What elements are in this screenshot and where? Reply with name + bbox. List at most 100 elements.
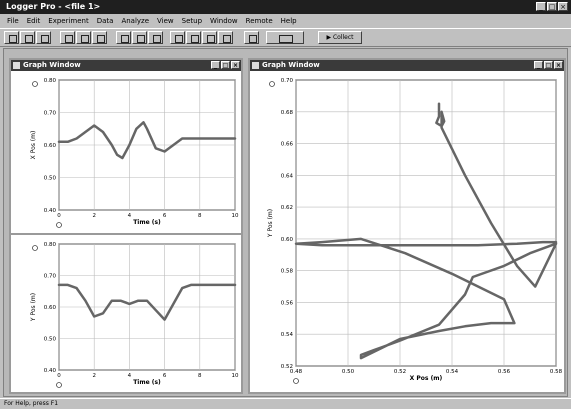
y-axis-label: Y Pos (m) — [267, 209, 274, 238]
x-axis-label: X Pos (m) — [410, 375, 443, 382]
y-position-graph[interactable]: 0 2 4 6 8 10 0.40 0.50 0.60 0.70 0.80 Time (s) Y Pos… — [11, 236, 241, 392]
y-tick-label: 0.70 — [44, 111, 57, 117]
calculator-icon — [223, 35, 231, 43]
status-bar: For Help, press F1 — [0, 398, 571, 408]
x-tick-label: 8 — [198, 373, 202, 379]
save-button[interactable] — [20, 31, 35, 44]
print-icon — [41, 35, 49, 43]
menu-analyze[interactable]: Analyze — [121, 17, 150, 25]
graph-window[interactable]: Graph Window _ □ × 0 2 4 6 8 10 0.40 0.50 0.60 0.… — [9, 58, 243, 394]
x-tick-label: 0.50 — [342, 369, 355, 375]
y-axis-selector-icon — [32, 81, 38, 87]
xy-window-titlebar[interactable]: Graph Window _ □ × — [250, 60, 564, 71]
menu-setup[interactable]: Setup — [181, 17, 203, 25]
y-tick-label: 0.50 — [44, 337, 57, 343]
x-tick-label: 0.56 — [498, 369, 511, 375]
y-tick-label: 0.40 — [44, 368, 57, 374]
y-tick-label: 0.80 — [44, 242, 57, 248]
x-axis-selector-icon — [56, 382, 62, 388]
xy-graph-window[interactable]: Graph Window _ □ × 0.48 0.50 0.52 0.54 0.56 0… — [248, 58, 566, 394]
graph-window-titlebar[interactable]: Graph Window _ □ × — [11, 60, 241, 71]
xy-maximize-button[interactable]: □ — [544, 61, 553, 69]
menu-help[interactable]: Help — [280, 17, 297, 25]
menu-file[interactable]: File — [7, 17, 19, 25]
graph-minimize-button[interactable]: _ — [211, 61, 220, 69]
app-title: Logger Pro - <file 1> — [6, 2, 101, 11]
window-icon — [13, 62, 20, 69]
xy-window-controls: _ □ × — [534, 61, 563, 69]
y-tick-label: 0.70 — [281, 78, 294, 84]
graph-icon — [81, 35, 89, 43]
open-icon — [9, 35, 17, 43]
tangent-button[interactable] — [170, 31, 185, 44]
x-tick-label: 8 — [198, 213, 202, 219]
y-tick-label: 0.56 — [281, 300, 294, 306]
data-table-button[interactable] — [60, 31, 75, 44]
menu-view[interactable]: View — [157, 17, 174, 25]
xy-minimize-button[interactable]: _ — [534, 61, 543, 69]
fit-icon — [191, 35, 199, 43]
fit-button[interactable] — [186, 31, 201, 44]
y-tick-label: 0.60 — [281, 237, 294, 243]
close-button[interactable]: × — [558, 2, 568, 11]
integral-button[interactable] — [202, 31, 217, 44]
y-axis-selector-icon — [32, 245, 38, 251]
maximize-button[interactable]: □ — [547, 2, 557, 11]
examine-button[interactable] — [116, 31, 131, 44]
data-series-line — [57, 283, 237, 321]
y-axis-label: X Pos (m) — [30, 131, 37, 160]
autoscale-icon — [137, 35, 145, 43]
y-tick-label: 0.64 — [281, 173, 294, 179]
y-axis-label: Y Pos (m) — [30, 293, 37, 322]
collect-button[interactable]: ▶ Collect — [318, 31, 362, 44]
x-tick-label: 0.54 — [446, 369, 459, 375]
xy-close-button[interactable]: × — [554, 61, 563, 69]
video-button[interactable] — [266, 31, 304, 44]
open-button[interactable] — [4, 31, 19, 44]
y-tick-label: 0.58 — [281, 269, 294, 275]
y-tick-label: 0.66 — [281, 142, 294, 148]
collect-icon: ▶ — [326, 34, 333, 41]
y-tick-label: 0.70 — [44, 274, 57, 280]
setup-icon — [249, 35, 257, 43]
autoscale-button[interactable] — [132, 31, 147, 44]
save-icon — [25, 35, 33, 43]
stats-icon — [153, 35, 161, 43]
x-tick-label: 10 — [232, 213, 239, 219]
menu-data[interactable]: Data — [96, 17, 114, 25]
collect-label: Collect — [332, 34, 354, 41]
menu-remote[interactable]: Remote — [245, 17, 273, 25]
zoom-button[interactable] — [92, 31, 107, 44]
window-icon — [252, 62, 259, 69]
xy-window-title: Graph Window — [262, 61, 320, 69]
minimize-button[interactable]: _ — [536, 2, 546, 11]
tangent-icon — [175, 35, 183, 43]
title-bar[interactable]: Logger Pro - <file 1> _ □ × — [0, 0, 571, 14]
menu-bar: File Edit Experiment Data Analyze View S… — [0, 15, 571, 27]
xy-position-graph[interactable]: 0.48 0.50 0.52 0.54 0.56 0.58 0.52 0.54 0.56 0.58… — [250, 72, 564, 392]
x-tick-label: 0 — [57, 373, 61, 379]
y-tick-label: 0.40 — [44, 208, 57, 214]
setup-button[interactable] — [244, 31, 259, 44]
y-axis-selector-icon — [269, 81, 275, 87]
data-series-line — [294, 102, 558, 360]
status-text: For Help, press F1 — [4, 400, 59, 407]
y-tick-label: 0.80 — [44, 78, 57, 84]
graph-maximize-button[interactable]: □ — [221, 61, 230, 69]
stats-button[interactable] — [148, 31, 163, 44]
menu-window[interactable]: Window — [210, 17, 238, 25]
print-button[interactable] — [36, 31, 51, 44]
x-tick-label: 0.52 — [394, 369, 406, 375]
menu-edit[interactable]: Edit — [26, 17, 41, 25]
graph-button[interactable] — [76, 31, 91, 44]
x-tick-label: 0 — [57, 213, 61, 219]
y-tick-label: 0.60 — [44, 143, 57, 149]
graph-close-button[interactable]: × — [231, 61, 240, 69]
menu-experiment[interactable]: Experiment — [48, 17, 89, 25]
calc-button[interactable] — [218, 31, 233, 44]
x-position-graph[interactable]: 0 2 4 6 8 10 0.40 0.50 0.60 0.70 0.80 Time (s) X Pos… — [11, 72, 241, 232]
x-axis-label: Time (s) — [133, 219, 161, 226]
y-tick-label: 0.50 — [44, 176, 57, 182]
mdi-workspace: Graph Window _ □ × 0 2 4 6 8 10 0.40 0.50 0.60 0.… — [3, 48, 568, 397]
